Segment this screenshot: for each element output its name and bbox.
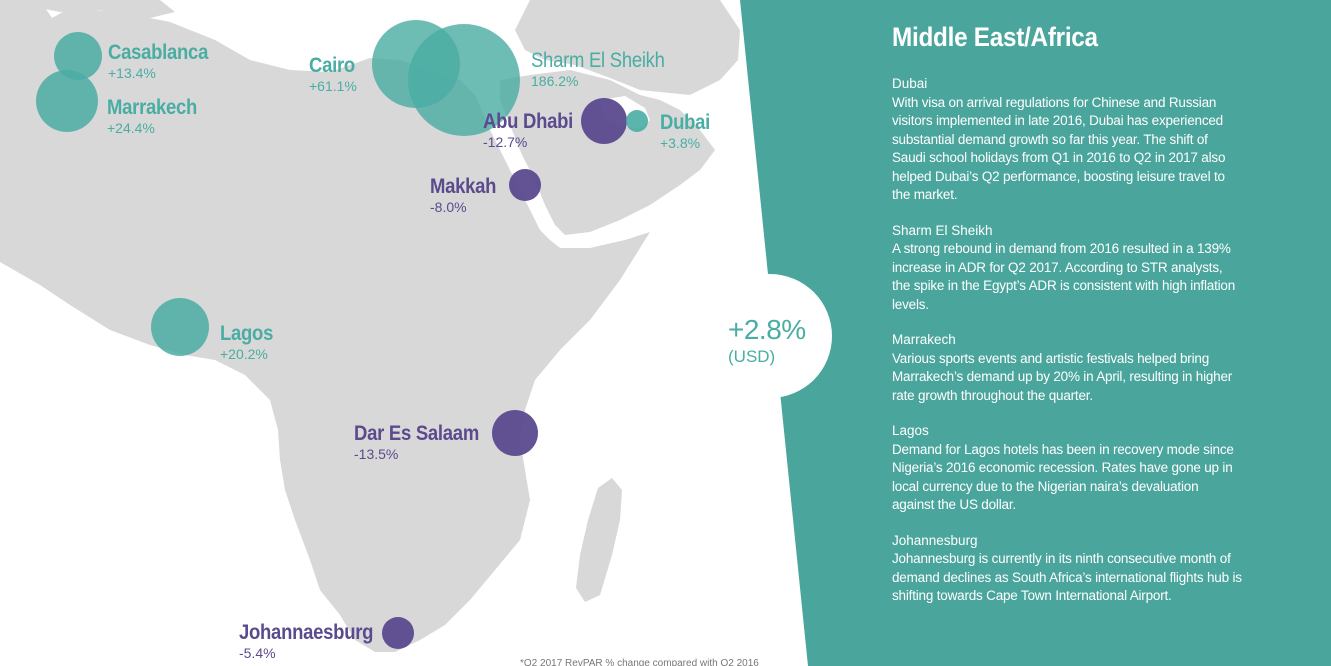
city-change: 186.2% bbox=[531, 73, 579, 89]
section-heading: Dubai bbox=[892, 76, 928, 91]
section-heading: Lagos bbox=[892, 423, 929, 438]
region-total-value: +2.8% bbox=[728, 314, 806, 345]
arabian-peninsula bbox=[500, 70, 715, 235]
section-dubai: Dubai With visa on arrival regulations f… bbox=[892, 75, 1242, 205]
sharm-bubble bbox=[408, 24, 520, 136]
dubai-bubble bbox=[626, 110, 648, 132]
lagos-bubble bbox=[151, 298, 209, 356]
africa-landmass bbox=[0, 0, 650, 652]
city-name: Dubai bbox=[660, 111, 711, 134]
section-heading: Marrakech bbox=[892, 332, 956, 347]
city-name: Lagos bbox=[220, 322, 274, 345]
city-change: -12.7% bbox=[483, 134, 528, 150]
europe-coast bbox=[0, 0, 175, 18]
city-change: +61.1% bbox=[309, 78, 357, 94]
abu-dhabi-bubble bbox=[581, 98, 627, 144]
city-change: -5.4% bbox=[239, 645, 276, 661]
city-name: Johannaesburg bbox=[239, 621, 374, 644]
city-name: Marrakech bbox=[107, 96, 198, 119]
madagascar bbox=[576, 478, 622, 602]
section-sharm-el-sheikh: Sharm El Sheikh A strong rebound in dema… bbox=[892, 222, 1242, 315]
city-name: Makkah bbox=[430, 175, 497, 198]
info-panel-background bbox=[740, 0, 1331, 666]
makkah-bubble bbox=[509, 169, 541, 201]
city-change: +24.4% bbox=[107, 120, 155, 136]
marrakech-label: Marrakech +24.4% bbox=[107, 97, 209, 135]
section-body: Demand for Lagos hotels has been in reco… bbox=[892, 441, 1234, 513]
city-name: Casablanca bbox=[108, 41, 209, 64]
total-circle bbox=[708, 274, 832, 398]
city-name: Cairo bbox=[309, 54, 355, 77]
section-body: A strong rebound in demand from 2016 res… bbox=[892, 241, 1236, 312]
dar-es-salaam-label: Dar Es Salaam -13.5% bbox=[354, 423, 496, 461]
johannesburg-label: Johannaesburg -5.4% bbox=[239, 622, 391, 660]
section-body: With visa on arrival regulations for Chi… bbox=[892, 94, 1226, 203]
section-lagos: Lagos Demand for Lagos hotels has been i… bbox=[892, 422, 1242, 515]
sharm-el-sheikh-label: Sharm El Sheikh 186.2% bbox=[531, 50, 683, 88]
city-change: +3.8% bbox=[660, 135, 701, 151]
section-body: Johannesburg is currently in its ninth c… bbox=[892, 551, 1242, 603]
johannesburg-bubble bbox=[382, 617, 414, 649]
abu-dhabi-label: Abu Dhabi -12.7% bbox=[483, 111, 585, 149]
cairo-label: Cairo +61.1% bbox=[309, 55, 361, 93]
region-total: +2.8% (USD) bbox=[728, 314, 806, 366]
city-name: Sharm El Sheikh bbox=[531, 49, 665, 72]
dubai-label: Dubai +3.8% bbox=[660, 112, 717, 150]
city-change: -8.0% bbox=[430, 199, 467, 215]
info-panel: Middle East/Africa Dubai With visa on ar… bbox=[892, 22, 1242, 623]
city-name: Dar Es Salaam bbox=[354, 422, 479, 445]
lagos-label: Lagos +20.2% bbox=[220, 323, 280, 361]
city-name: Abu Dhabi bbox=[483, 110, 574, 133]
section-heading: Johannesburg bbox=[892, 532, 978, 548]
casablanca-label: Casablanca +13.4% bbox=[108, 42, 222, 80]
section-heading: Sharm El Sheikh bbox=[892, 222, 993, 238]
middle-east-north bbox=[515, 0, 740, 95]
city-change: +20.2% bbox=[220, 346, 268, 362]
section-johannesburg: Johannesburg Johannesburg is currently i… bbox=[892, 532, 1242, 606]
page-title: Middle East/Africa bbox=[892, 22, 1098, 52]
city-change: -13.5% bbox=[354, 446, 399, 462]
footnote: *Q2 2017 RevPAR % change compared with Q… bbox=[520, 658, 759, 666]
dar-bubble bbox=[492, 410, 538, 456]
casablanca-bubble bbox=[54, 32, 102, 80]
section-body: Various sports events and artistic festi… bbox=[892, 350, 1233, 403]
section-marrakech: Marrakech Various sports events and arti… bbox=[892, 331, 1242, 405]
region-total-currency: (USD) bbox=[728, 347, 776, 366]
makkah-label: Makkah -8.0% bbox=[430, 176, 505, 214]
city-change: +13.4% bbox=[108, 65, 156, 81]
marrakech-bubble bbox=[36, 70, 98, 132]
